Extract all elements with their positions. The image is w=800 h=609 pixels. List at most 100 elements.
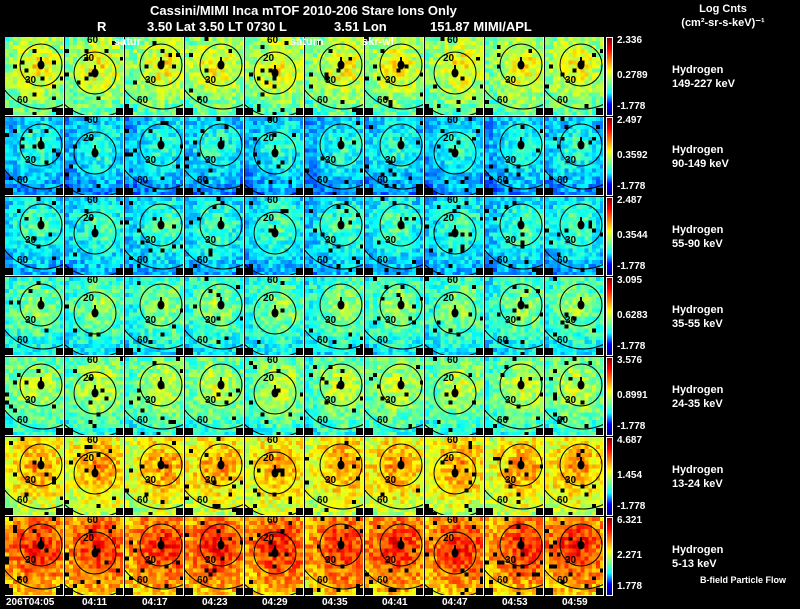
heatmap-panel: 30 60 <box>365 357 424 436</box>
contour-outer <box>125 329 184 350</box>
contour-label: 60 <box>137 255 149 266</box>
contour-label: 20 <box>443 293 455 304</box>
colorbar-min: -1.778 <box>617 101 646 112</box>
contour-label: 60 <box>267 517 279 526</box>
contour-outer <box>5 169 64 190</box>
contour-outer <box>305 329 364 350</box>
panel-border <box>425 117 484 196</box>
spacecraft-marker-top <box>580 297 582 301</box>
contour-label: 60 <box>497 255 509 266</box>
spacecraft-marker-top <box>454 545 456 549</box>
contour-inner <box>253 531 297 575</box>
contour-label: 20 <box>263 133 275 144</box>
energy-label: 35-55 keV <box>672 318 723 330</box>
spacecraft-marker-top <box>220 297 222 301</box>
heatmap-panel: 20 60 <box>65 437 124 516</box>
panel-border <box>545 117 604 196</box>
contour-label: 30 <box>505 315 517 326</box>
spacecraft-marker-top <box>40 217 42 221</box>
heatmap-cells <box>5 357 64 436</box>
heatmap-panel: 30 60 <box>125 517 184 596</box>
contour-inner <box>319 203 363 247</box>
spacecraft-marker <box>91 308 99 318</box>
heatmap-cells <box>5 277 64 356</box>
colorbar-max: 2.497 <box>617 115 643 126</box>
contour-label: 60 <box>377 415 389 426</box>
contour-inner <box>559 283 603 327</box>
contour-inner <box>319 443 363 487</box>
contour-label: 60 <box>137 495 149 506</box>
colorbar-max: 6.321 <box>617 515 643 526</box>
contour-label: 60 <box>497 495 509 506</box>
colorbar-max: 2.336 <box>617 35 643 46</box>
contour-outer <box>305 569 364 590</box>
contour-label: 20 <box>443 453 455 464</box>
overlay-label: satur <box>114 36 141 48</box>
contour-label: 20 <box>263 453 275 464</box>
heatmap-panel: 30 60 <box>5 517 64 596</box>
contour-inner <box>139 43 183 87</box>
contour-label: 60 <box>197 415 209 426</box>
spacecraft-marker-top <box>160 57 162 61</box>
colorbar <box>606 277 613 356</box>
contour-label: 30 <box>145 155 157 166</box>
contour-label: 30 <box>565 555 577 566</box>
contour-label: 30 <box>565 315 577 326</box>
panel-border <box>185 117 244 196</box>
heatmap-cells <box>305 37 364 116</box>
contour-inner <box>19 443 63 487</box>
spacecraft-marker-top <box>340 57 342 61</box>
panel-border <box>545 357 604 436</box>
overlay-label: saturn <box>290 36 324 48</box>
contour-label: 30 <box>385 395 397 406</box>
contour-label: 60 <box>317 175 329 186</box>
colorbar-max: 2.487 <box>617 195 643 206</box>
panel-border <box>245 517 304 596</box>
heatmap-panel: 30 60 <box>5 357 64 436</box>
spacecraft-marker <box>271 228 279 238</box>
contour-outer <box>125 89 184 110</box>
heatmap-panel: 30 60 <box>365 37 424 116</box>
spacecraft-marker-top <box>94 305 96 309</box>
x-tick-label: 206T04:05 <box>6 597 55 608</box>
heatmap-panel: 20 60 <box>65 517 124 596</box>
spacecraft-marker <box>217 60 225 70</box>
spacecraft-marker-top <box>520 377 522 381</box>
species-label: Hydrogen <box>672 464 724 476</box>
contour-label: 60 <box>87 437 99 446</box>
spacecraft-marker-top <box>94 65 96 69</box>
contour-label: 30 <box>385 235 397 246</box>
contour-label: 60 <box>447 357 459 366</box>
contour-label: 30 <box>325 235 337 246</box>
panel-border <box>425 437 484 516</box>
contour-label: 60 <box>447 277 459 286</box>
contour-label: 30 <box>565 395 577 406</box>
spacecraft-marker <box>157 60 165 70</box>
spacecraft-marker-top <box>160 537 162 541</box>
heatmap-panel: 30 60 <box>305 357 364 436</box>
contour-label: 60 <box>377 255 389 266</box>
contour-outer <box>365 329 424 350</box>
x-tick-label: 04:47 <box>442 597 468 608</box>
contour-label: 60 <box>377 175 389 186</box>
contour-label: 30 <box>205 155 217 166</box>
heatmap-panel: 20 60 <box>245 517 304 596</box>
heatmap-cells <box>185 357 244 436</box>
contour-inner <box>253 291 297 335</box>
row-label: Hydrogen 55-90 keV <box>672 223 723 251</box>
colorbar-mid: 0.2789 <box>617 70 648 81</box>
panel-border <box>5 357 64 436</box>
panel-border <box>185 197 244 276</box>
heatmap-cells <box>185 197 244 276</box>
contour-label: 60 <box>137 335 149 346</box>
contour-label: 60 <box>377 575 389 586</box>
spacecraft-marker-top <box>400 217 402 221</box>
footer-label: B-field Particle Flow <box>700 575 787 585</box>
contour-label: 60 <box>447 117 459 126</box>
spacecraft-marker <box>271 548 279 558</box>
colorbar-mid: 0.6283 <box>617 310 648 321</box>
contour-label: 30 <box>325 395 337 406</box>
contour-label: 60 <box>497 575 509 586</box>
heatmap-panel: 30 60 <box>545 197 604 276</box>
panel-border <box>365 517 424 596</box>
